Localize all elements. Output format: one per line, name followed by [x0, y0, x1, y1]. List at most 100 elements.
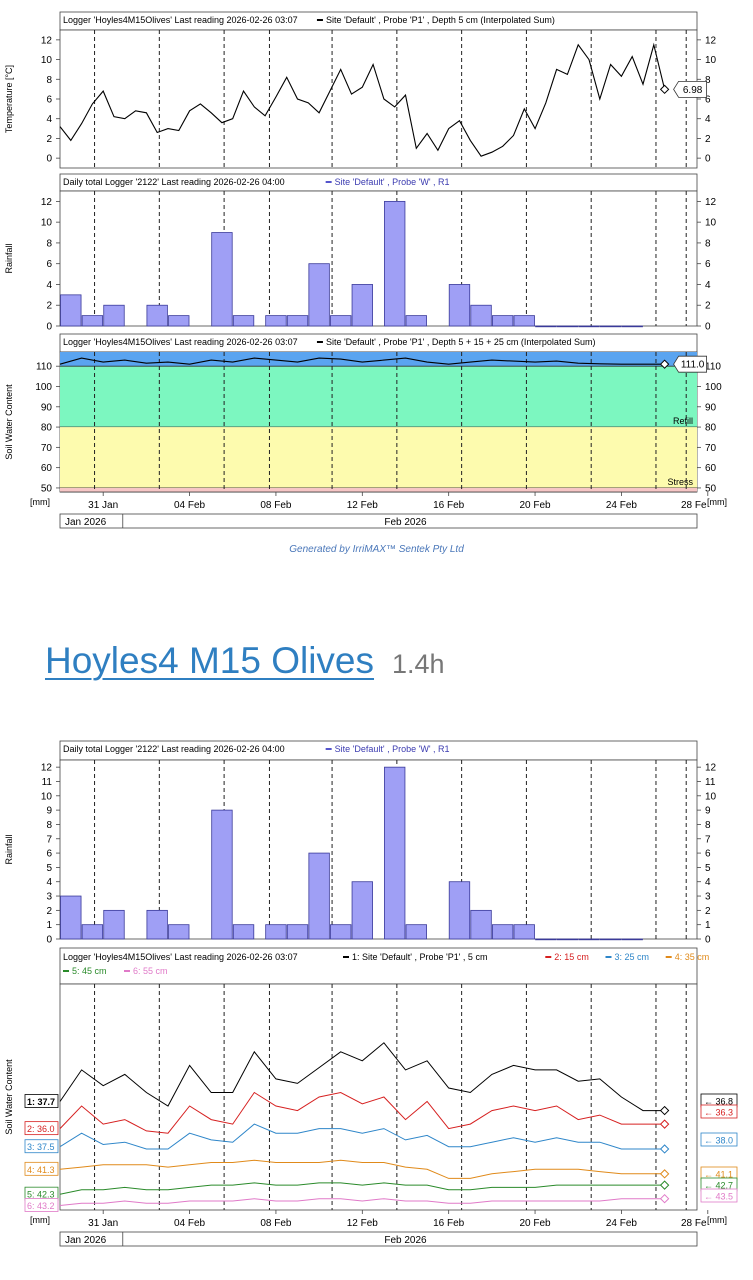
soil-water-sum-band — [60, 366, 697, 428]
soil-water-depths-end-marker-3 — [659, 1144, 670, 1154]
soil-water-depths-end-label-5: ← 42.7 — [704, 1181, 733, 1191]
rainfall-bottom-ytick-label: 9 — [46, 806, 52, 817]
rainfall-bottom-bar — [351, 881, 373, 940]
page-title[interactable]: Hoyles4 M15 Olives — [45, 640, 375, 681]
soil-water-depths-end-label-1: ← 36.8 — [704, 1097, 733, 1107]
soil-water-sum-series-line — [59, 357, 665, 365]
soil-water-sum-header-text: Logger 'Hoyles4M15Olives' Last reading 2… — [63, 337, 298, 347]
rainfall-top-bar — [308, 263, 330, 327]
rainfall-bottom-ytick-label: 2 — [46, 906, 52, 917]
soil-water-sum-band-label-refill: Refill — [673, 416, 693, 426]
soil-water-depths-legend-label: 1: Site 'Default' , Probe 'P1' , 5 cm — [352, 952, 487, 962]
soil-water-depths-start-label-4: 4: 41.3 — [27, 1165, 55, 1175]
rainfall-bottom-bar — [103, 909, 125, 940]
rainfall-bottom-legend-label: Site 'Default' , Probe 'W' , R1 — [335, 744, 450, 754]
rainfall-bottom-ytick-label: 1 — [46, 920, 52, 931]
rainfall-top-legend-label: Site 'Default' , Probe 'W' , R1 — [335, 177, 450, 187]
soil-water-depths-start-label-box-1 — [24, 1094, 59, 1108]
rainfall-top-bar — [448, 284, 471, 327]
rainfall-bottom-bar — [535, 938, 557, 941]
rainfall-top-ytick-label-right: 4 — [705, 280, 711, 291]
temperature-plot-box — [59, 29, 698, 169]
soil-water-sum-ytick-label-right: 100 — [705, 382, 722, 393]
rainfall-top-bar — [470, 304, 492, 327]
soil-water-depths-xtick-label: 08 Feb — [260, 1218, 292, 1229]
soil-water-sum-xtick-label: 20 Feb — [519, 500, 551, 511]
soil-water-sum-ytick-label-right: 90 — [705, 402, 717, 413]
rainfall-top-bar — [556, 325, 579, 328]
soil-water-depths-start-label-box-3 — [24, 1139, 59, 1154]
soil-water-sum-xtick-label: 16 Feb — [433, 500, 465, 511]
rainfall-bottom-ytick-label-right: 11 — [705, 777, 716, 788]
rainfall-bottom-bar — [492, 924, 514, 940]
rainfall-bottom-bar — [330, 924, 352, 940]
temperature-ytick-label: 0 — [46, 154, 52, 165]
rainfall-bottom-ytick-label: 11 — [42, 777, 53, 788]
soil-water-depths-end-label-3: ← 38.0 — [704, 1136, 733, 1146]
rainfall-top-bar — [621, 325, 643, 328]
soil-water-sum-month-label-feb: Feb 2026 — [384, 517, 427, 528]
soil-water-depths-xtick-label: 16 Feb — [433, 1218, 465, 1229]
rainfall-top-bar — [81, 315, 104, 327]
rainfall-top-bar — [351, 284, 373, 327]
rainfall-bottom-ylabel: Rainfall — [4, 834, 14, 864]
rainfall-top-ytick-label-right: 6 — [705, 259, 711, 270]
rainfall-bottom-bar — [211, 809, 233, 940]
rainfall-bottom-bar — [265, 924, 287, 940]
soil-water-sum-band — [60, 487, 697, 492]
rainfall-bottom-bar — [60, 895, 82, 940]
rainfall-bottom-bar — [81, 924, 104, 940]
soil-water-depths-xtick-label: 28 Fe — [681, 1218, 707, 1229]
rainfall-top-ytick-label-right: 10 — [705, 218, 717, 229]
soil-water-sum-ytick-label-right: 80 — [705, 423, 717, 434]
temperature-end-marker — [659, 84, 670, 95]
footer-credit: Generated by IrriMAX™ Sentek Pty Ltd — [289, 544, 464, 555]
rainfall-bottom-ytick-label-right: 7 — [705, 834, 711, 845]
soil-water-depths-end-label-2: ← 36.3 — [704, 1108, 733, 1118]
rainfall-bottom-ytick-label-right: 2 — [705, 906, 711, 917]
soil-water-sum-ytick-label: 100 — [35, 382, 52, 393]
soil-water-depths-end-marker-4 — [659, 1169, 670, 1179]
soil-water-sum-month-label-jan: Jan 2026 — [65, 517, 107, 528]
soil-water-sum-ytick-label-right: 110 — [705, 362, 721, 373]
rainfall-top-ytick-label: 4 — [46, 280, 52, 291]
soil-water-sum-end-marker — [659, 359, 670, 369]
rainfall-top-bar — [513, 315, 535, 327]
rainfall-top-bar — [286, 315, 309, 327]
rainfall-bottom-ytick-label: 7 — [46, 834, 52, 845]
soil-water-depths-start-label-1: 1: 37.7 — [27, 1097, 55, 1107]
soil-water-sum-ytick-label: 50 — [41, 483, 53, 494]
temperature-ytick-label-right: 8 — [705, 75, 711, 86]
soil-water-sum-ytick-label-right: 60 — [705, 463, 717, 474]
rainfall-bottom-bar — [578, 938, 600, 941]
temperature-ytick-label: 4 — [46, 114, 52, 125]
rainfall-top-ytick-label: 12 — [41, 197, 53, 208]
rainfall-bottom-bar — [470, 909, 492, 940]
soil-water-sum-xtick-label: 08 Feb — [260, 500, 292, 511]
soil-water-depths-start-label-3: 3: 37.5 — [27, 1142, 55, 1152]
rainfall-bottom-bar — [405, 924, 427, 940]
temperature-header-text: Logger 'Hoyles4M15Olives' Last reading 2… — [63, 15, 298, 25]
rainfall-bottom-bar — [384, 766, 406, 940]
soil-water-sum-ytick-label: 110 — [36, 362, 52, 373]
soil-water-sum-xtick-label: 12 Feb — [347, 500, 379, 511]
soil-water-depths-end-marker-6 — [659, 1193, 670, 1204]
rainfall-bottom-header-text: Daily total Logger '2122' Last reading 2… — [63, 744, 285, 754]
temperature-ytick-label-right: 6 — [705, 95, 711, 106]
rainfall-bottom-bar — [168, 924, 190, 940]
soil-water-depths-unit-left: [mm] — [30, 1215, 50, 1225]
soil-water-sum-ytick-label: 80 — [41, 423, 53, 434]
soil-water-depths-month-label-feb: Feb 2026 — [384, 1235, 427, 1246]
rainfall-bottom-bar — [448, 881, 471, 940]
soil-water-depths-end-label-4: ← 41.1 — [704, 1170, 733, 1180]
soil-water-depths-plot-box — [59, 983, 698, 1211]
soil-water-sum-ytick-label-right: 50 — [705, 483, 717, 494]
soil-water-depths-month-label-jan: Jan 2026 — [65, 1235, 107, 1246]
soil-water-depths-end-label-box-3 — [700, 1132, 738, 1147]
rainfall-top-bar — [492, 315, 514, 327]
soil-water-sum-xtick-label: 31 Jan — [88, 500, 118, 511]
temperature-ytick-label-right: 4 — [705, 114, 711, 125]
soil-water-depths-end-marker-1 — [659, 1105, 670, 1116]
soil-water-depths-legend-label: 5: 45 cm — [72, 966, 107, 976]
